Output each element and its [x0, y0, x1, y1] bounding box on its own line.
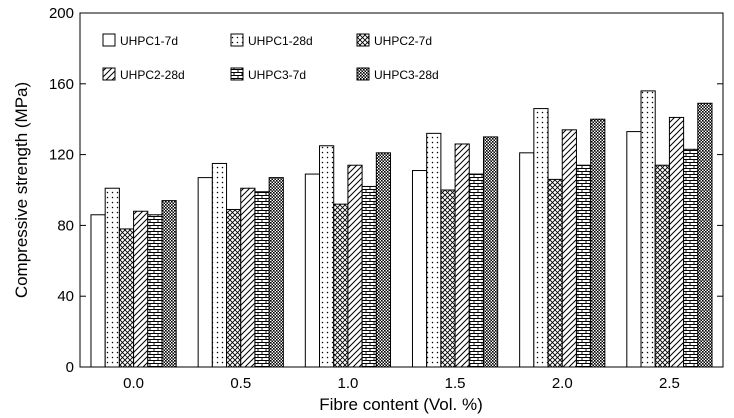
bar-UHPC1-28d-0.5	[211, 162, 228, 368]
x-tick-label: 0.0	[123, 375, 144, 392]
legend-label: UHPC1-28d	[248, 34, 313, 48]
bar-UHPC1-7d-1.0	[304, 173, 321, 368]
bar-UHPC1-28d-1.5	[426, 132, 442, 368]
legend-label: UHPC2-28d	[120, 68, 185, 82]
bar-UHPC3-28d-1.0	[375, 152, 392, 368]
legend-swatch	[102, 67, 116, 81]
bar-UHPC1-28d-2.0	[533, 108, 549, 368]
bar-UHPC3-28d-0.5	[268, 177, 284, 368]
y-tick-label: 0	[66, 359, 74, 376]
bar-UHPC3-7d-0.5	[254, 191, 270, 368]
bar-UHPC2-28d-0.5	[240, 187, 256, 368]
bar-UHPC1-7d-1.5	[411, 170, 428, 368]
bar-UHPC2-28d-2.0	[561, 129, 577, 368]
bar-UHPC1-28d-0.0	[104, 187, 120, 368]
bar-UHPC1-28d-2.5	[640, 90, 656, 368]
bar-UHPC2-7d-0.0	[118, 228, 135, 368]
bar-UHPC1-7d-0.0	[90, 214, 106, 368]
x-tick-label: 2.5	[659, 375, 680, 392]
bar-UHPC2-28d-1.0	[347, 164, 363, 368]
bar-UHPC3-7d-1.5	[468, 173, 484, 368]
legend-label: UHPC1-7d	[120, 34, 178, 48]
y-tick-label: 120	[49, 147, 74, 164]
bar-UHPC2-7d-1.0	[333, 203, 349, 368]
legend-label: UHPC3-28d	[374, 68, 439, 82]
legend-swatch	[102, 33, 116, 47]
bar-UHPC2-7d-0.5	[226, 208, 242, 368]
x-tick-label: 1.5	[445, 375, 466, 392]
bar-UHPC2-7d-2.5	[654, 164, 670, 368]
x-tick-label: 1.0	[337, 375, 358, 392]
legend-swatch	[356, 33, 370, 47]
x-tick-label: 0.5	[230, 375, 251, 392]
bar-UHPC3-7d-2.0	[575, 164, 592, 368]
bar-UHPC3-28d-1.5	[482, 136, 499, 368]
x-axis: 0.0 0.5 1.0 1.5 2.0 2.5	[123, 375, 680, 392]
legend-swatch	[356, 67, 370, 81]
bar-UHPC3-28d-0.0	[161, 200, 177, 368]
legend-label: UHPC3-7d	[248, 68, 306, 82]
y-axis-title: Compressive strength (MPa)	[12, 82, 31, 298]
x-tick-label: 2.0	[552, 375, 573, 392]
bar-UHPC2-7d-1.5	[440, 189, 456, 368]
legend-label: UHPC2-7d	[374, 34, 432, 48]
bar-UHPC1-7d-2.5	[626, 131, 642, 368]
y-tick-label: 200	[49, 5, 74, 22]
y-tick-label: 80	[57, 217, 74, 234]
legend-swatch	[230, 33, 244, 47]
bar-UHPC2-28d-1.5	[454, 143, 470, 368]
bar-UHPC2-28d-0.0	[133, 210, 149, 368]
bar-UHPC3-7d-1.0	[361, 185, 377, 368]
plot-area	[79, 12, 724, 368]
legend-swatch	[230, 67, 244, 81]
bar-UHPC1-7d-2.0	[519, 152, 535, 368]
bars	[90, 90, 713, 368]
legend: UHPC1-7d UHPC1-28d UHPC2-7d UHPC2-28d UHPC3-…	[102, 33, 439, 82]
bar-UHPC3-7d-0.0	[147, 214, 163, 368]
y-axis: 0 40 80 120 160 200	[49, 5, 723, 376]
bar-UHPC3-28d-2.5	[697, 102, 713, 368]
bar-UHPC2-7d-2.0	[547, 178, 563, 368]
bar-UHPC2-28d-2.5	[668, 116, 685, 368]
y-tick-label: 160	[49, 76, 74, 93]
bar-UHPC3-28d-2.0	[590, 118, 606, 368]
y-tick-label: 40	[57, 288, 74, 305]
x-axis-title: Fibre content (Vol. %)	[319, 395, 482, 414]
bar-UHPC3-7d-2.5	[683, 148, 699, 368]
bar-UHPC1-7d-0.5	[197, 177, 213, 368]
bar-UHPC1-28d-1.0	[319, 145, 335, 368]
